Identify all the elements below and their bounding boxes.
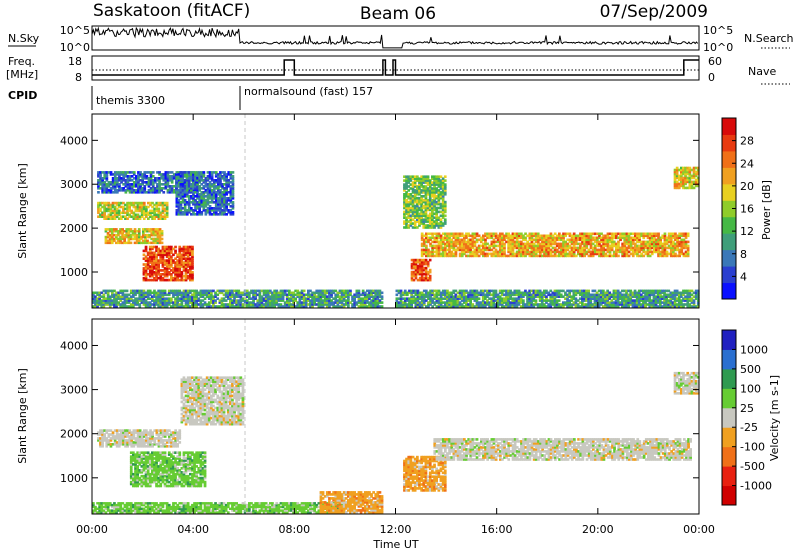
power-cell: [232, 171, 235, 174]
nsearch-label: N.Search: [744, 32, 794, 45]
power-cell: [130, 242, 133, 245]
cpid-label: CPID: [8, 89, 37, 102]
power-cell: [203, 171, 206, 174]
power-cell: [381, 301, 384, 304]
power-cell: [425, 245, 428, 248]
power-cell: [657, 233, 660, 236]
power-cell: [162, 191, 165, 194]
power-cell: [126, 290, 129, 293]
power-cell: [158, 208, 161, 211]
power-cell: [381, 292, 384, 295]
cpid-label-1: normalsound (fast) 157: [244, 85, 373, 98]
freq-tick-bottom: 8: [75, 71, 82, 84]
nave-tick-bottom: 0: [708, 71, 715, 84]
station-title: Saskatoon (fitACF): [93, 1, 250, 21]
power-cell: [174, 250, 177, 253]
power-cell: [161, 242, 164, 245]
power-cell: [143, 202, 146, 205]
power-cell: [232, 211, 235, 214]
nsky-panel: 10^5 10^0 10^5 10^0: [60, 24, 733, 54]
power-cell: [587, 290, 590, 293]
power-cell: [535, 299, 538, 302]
power-cell: [174, 246, 177, 249]
power-cell: [478, 297, 481, 300]
nave-tick-top: 60: [708, 55, 722, 68]
power-cell: [133, 171, 136, 174]
power-cell: [161, 230, 164, 233]
power-cell: [145, 246, 148, 249]
power-cell: [349, 290, 352, 293]
power-cell: [303, 290, 306, 293]
freq-trace: [92, 60, 699, 75]
power-cell: [381, 305, 384, 308]
cpid-label-0: themis 3300: [96, 94, 165, 107]
nsearch-tick-top: 10^5: [703, 24, 733, 37]
power-cell: [495, 290, 498, 293]
power-cell: [191, 246, 194, 249]
power-cell: [97, 191, 100, 194]
power-cell: [381, 295, 384, 298]
nsearch-tick-bottom: 10^0: [703, 41, 733, 54]
power-cell: [166, 202, 169, 205]
power-cell: [358, 290, 361, 293]
power-cell: [161, 238, 164, 241]
power-cell: [429, 269, 432, 272]
power-cell: [232, 201, 235, 204]
power-cell: [152, 171, 155, 174]
nsky-trace: [92, 28, 698, 48]
power-cell: [522, 299, 525, 302]
power-cell: [429, 275, 432, 278]
beam-title: Beam 06: [360, 4, 436, 24]
nsky-label: N.Sky: [8, 32, 40, 45]
power-cell: [138, 228, 141, 231]
nave-label: Nave: [748, 65, 776, 78]
nsky-tick-top: 10^5: [60, 24, 90, 37]
power-cell: [164, 290, 167, 293]
power-cell: [191, 271, 194, 274]
power-cell: [429, 259, 432, 262]
freq-label-2: [MHz]: [6, 68, 38, 81]
power-cell: [617, 255, 620, 258]
freq-tick-top: 18: [68, 55, 82, 68]
cpid-panel: themis 3300 normalsound (fast) 157: [92, 85, 373, 110]
power-cell: [232, 175, 235, 178]
nsky-tick-bottom: 10^0: [60, 41, 90, 54]
date-title: 07/Sep/2009: [600, 2, 708, 22]
nsky-line: [92, 28, 698, 48]
freq-label-1: Freq.: [8, 55, 35, 68]
freq-panel: 18 8 60 0: [68, 55, 722, 84]
power-cell: [558, 299, 561, 302]
